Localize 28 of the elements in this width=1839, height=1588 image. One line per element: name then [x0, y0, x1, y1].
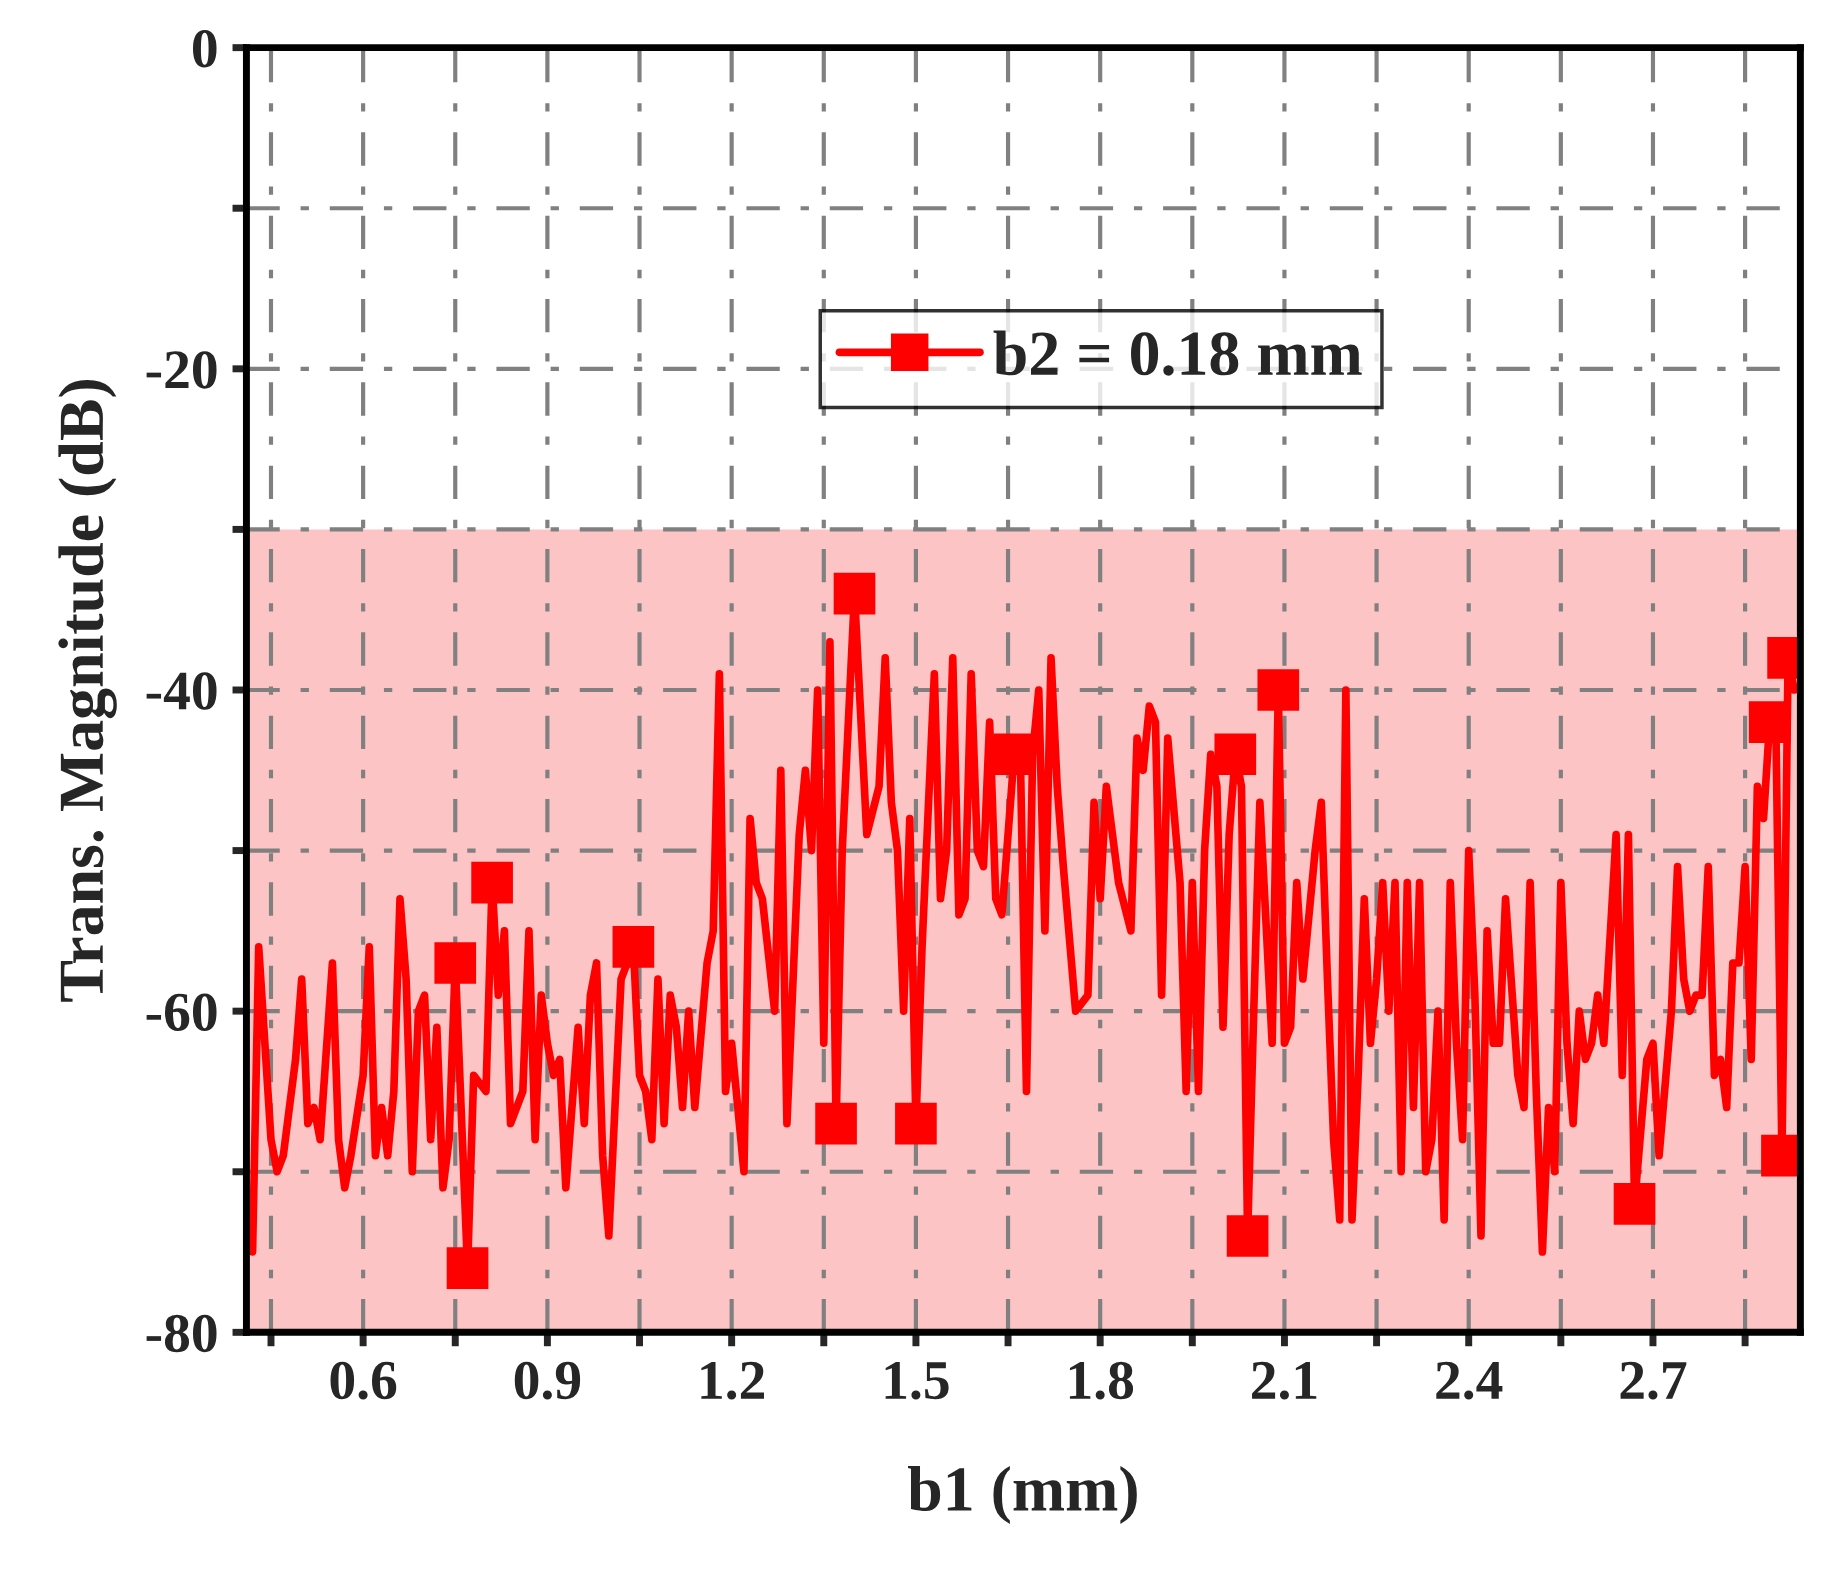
- y-axis-title: Trans. Magnitude (dB): [58, 380, 117, 1002]
- x-tick-label: 0.9: [514, 1361, 581, 1400]
- x-tick-label: 2.7: [1620, 1361, 1687, 1400]
- y-tick-label: -40: [146, 672, 217, 710]
- point: [1613, 1183, 1656, 1225]
- x-tick-label: 1.5: [885, 1361, 949, 1400]
- x-tick-label: 1.2: [701, 1361, 764, 1400]
- x-tick-label: 2.4: [1436, 1361, 1503, 1400]
- point: [895, 1102, 937, 1145]
- y-tick-label: 0: [192, 29, 217, 68]
- point: [1214, 733, 1257, 776]
- point: [815, 1102, 857, 1145]
- point: [1257, 669, 1300, 711]
- x-tick-label: 1.8: [1069, 1361, 1134, 1400]
- y-tick-label: -20: [146, 351, 217, 389]
- point: [1748, 701, 1791, 743]
- point: [612, 926, 655, 968]
- x-tick-label: 2.1: [1252, 1361, 1317, 1400]
- point: [471, 861, 513, 904]
- point: [833, 572, 876, 615]
- legend-label: b2 = 0.18 mm: [993, 330, 1362, 376]
- x-axis-title: b1 (mm): [908, 1466, 1137, 1524]
- y-tick-label: -60: [146, 993, 217, 1031]
- x-tick-label: 0.6: [330, 1361, 397, 1400]
- y-tick-label: -80: [146, 1314, 217, 1353]
- point: [1226, 1215, 1269, 1257]
- point: [446, 1247, 489, 1289]
- point: [434, 942, 477, 984]
